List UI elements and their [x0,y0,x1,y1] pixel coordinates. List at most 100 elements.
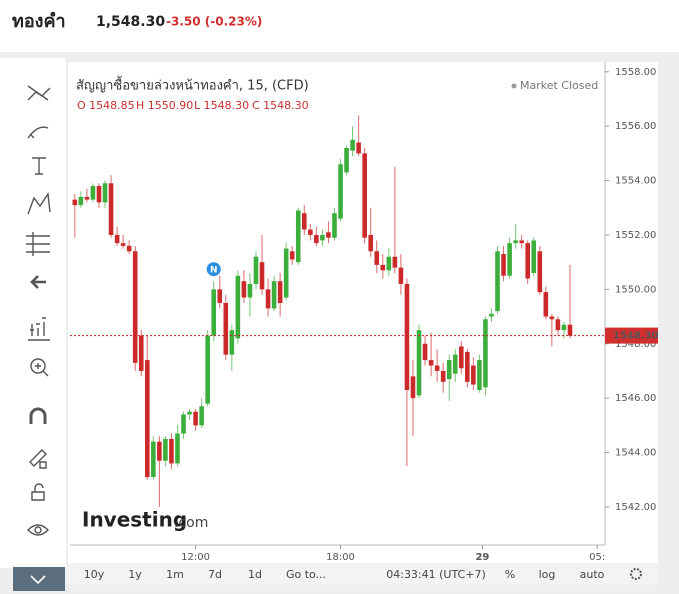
candle-body [120,243,126,246]
lock-draw-tool[interactable] [29,449,47,469]
candle-body [452,354,458,374]
candle-body [489,313,494,317]
candle-body [102,183,108,203]
candle-body [241,281,247,298]
range-button[interactable]: 1d [248,568,262,581]
ohlc-open: O 1548.85 [77,99,135,112]
candle-body [126,245,132,252]
ohlc-high: H 1550.90 [136,99,193,112]
news-marker[interactable] [206,262,221,277]
last-price-box [605,327,658,344]
brush-tool[interactable] [27,126,49,139]
last-price-label: 1548.30 [613,331,659,342]
chart-title: สัญญาซื้อขายล่วงหน้าทองคำ, 15, (CFD) [76,76,309,94]
candle-body [193,411,198,426]
candle-body [138,335,144,371]
range-button[interactable]: Go to... [286,568,326,581]
candle-body [446,360,452,380]
candle-body [386,256,392,271]
fib-tool[interactable] [26,232,50,256]
candle-body [477,360,482,390]
candle-body [344,147,349,173]
y-tick-label: 1542.00 [615,502,656,513]
y-tick-label: 1552.00 [615,230,656,241]
instrument-price: 1,548.30 [96,14,165,30]
candle-body [458,346,464,369]
candle-body [495,251,500,312]
candle-body [84,196,90,200]
candle-body [338,164,343,219]
instrument-change: -3.50 (-0.23%) [166,15,262,29]
text-tool[interactable] [32,157,46,175]
candle-body [537,251,543,293]
candle-body [308,229,313,235]
x-tick-label: 29 [475,552,489,563]
news-marker-label: N [210,266,218,276]
candle-body [434,365,440,371]
range-button[interactable]: 10y [84,568,105,581]
candle-body [314,234,319,244]
range-button[interactable]: 7d [208,568,222,581]
y-tick-label: 1556.00 [615,121,656,132]
candle-body [392,256,398,268]
market-status: Market Closed [520,79,598,92]
y-tick-label: 1548.00 [615,339,656,350]
y-tick-label: 1558.00 [615,67,656,78]
tool-icons [26,85,51,536]
left-toolbar [0,58,66,568]
status-dot [511,83,517,89]
collapse-button[interactable] [13,567,65,591]
candle-body [531,240,537,274]
candle-body [332,213,337,238]
candle-body [259,262,265,290]
trend-tool[interactable] [27,85,51,101]
back-tool[interactable] [30,275,46,289]
magnet-tool[interactable] [29,407,47,424]
chevron [30,575,46,585]
candle-body [289,251,295,260]
candle-body [362,153,367,238]
indicator-tool[interactable] [28,317,50,341]
candle-body [483,319,488,388]
candle-body [404,283,410,390]
candle-body [543,292,549,317]
unlock-tool[interactable] [31,483,45,501]
candle-body [326,232,331,238]
option-button[interactable]: auto [580,568,605,581]
ohlc-low: L 1548.30 [194,99,249,112]
candle-body [356,142,361,154]
candle-body [169,438,174,464]
range-button[interactable]: 1y [128,568,142,581]
zoom-tool[interactable] [30,358,46,374]
x-tick-label: 18:00 [326,552,355,563]
candle-body [108,183,114,235]
candle-body [513,240,518,244]
x-tick-label: 05: [589,552,605,563]
candle-body [398,267,404,284]
range-button[interactable]: 1m [166,568,184,581]
y-tick-label: 1550.00 [615,284,656,295]
y-tick-label: 1546.00 [615,393,656,404]
candle-body [144,360,150,478]
eye-pupil [34,526,42,534]
settings-button[interactable] [630,568,642,580]
candle-body [235,275,241,339]
option-button[interactable]: log [539,568,556,581]
candle-body [301,213,307,230]
ohlc-legend: O 1548.85 H 1550.90 L 1548.30 C 1548.30 [77,99,309,112]
option-button[interactable]: % [505,568,515,581]
y-tick-label: 1544.00 [615,448,656,459]
watermark-suffix: .com [174,515,208,531]
pattern-tool[interactable] [27,192,51,215]
candle-body [151,441,156,478]
candle-body [519,240,524,244]
candle-body [283,248,289,298]
candle-body [223,302,229,355]
candle-body [350,139,355,151]
visibility-tool[interactable] [27,524,49,536]
candle-body [320,234,325,241]
candle-body [211,289,217,336]
candle-body [416,330,422,396]
candle-body [428,360,434,366]
candle-body [96,186,102,203]
